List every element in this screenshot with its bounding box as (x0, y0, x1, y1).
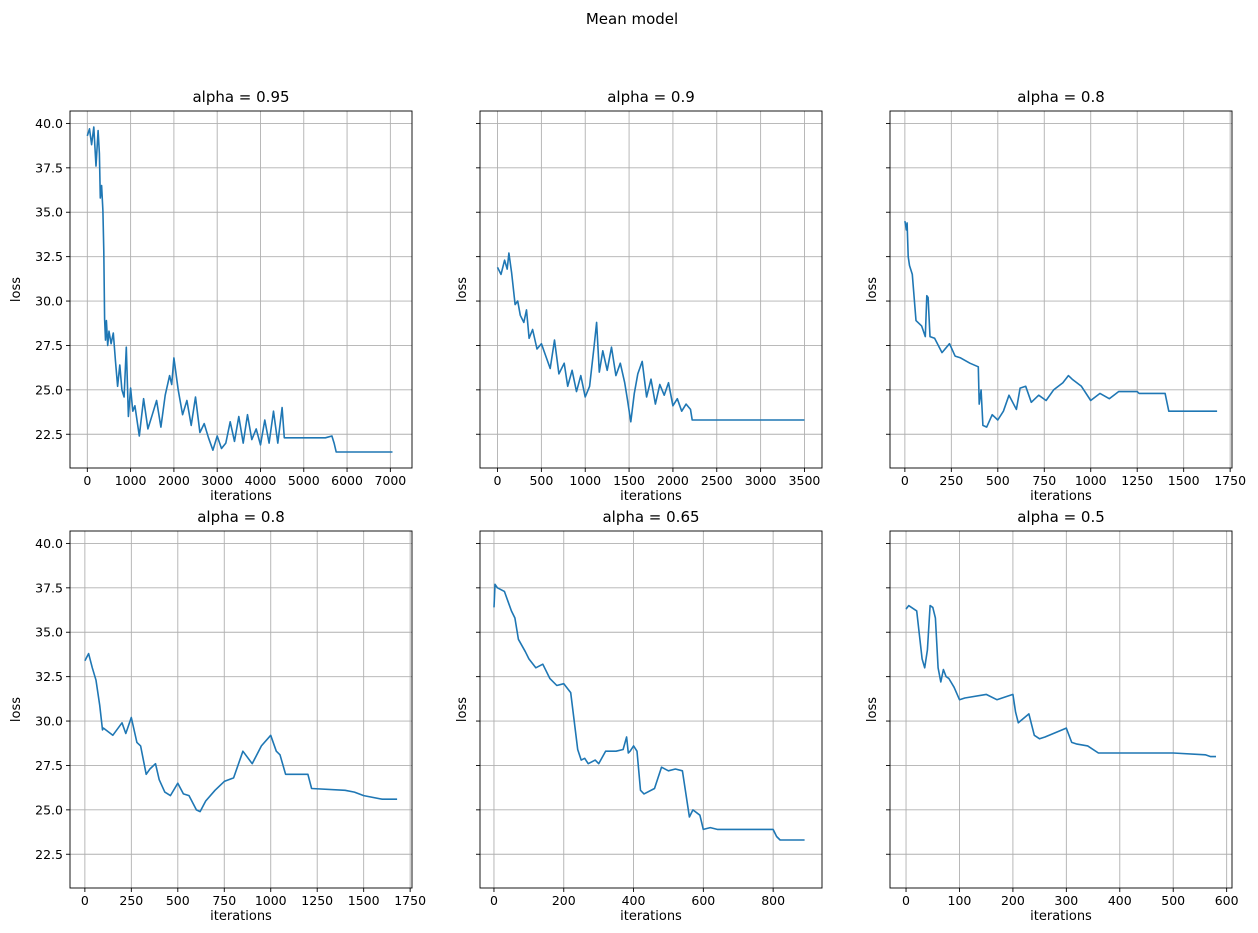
x-tick-label: 0 (902, 893, 910, 908)
subplot-3: 0 250 500 750 1000 1250 1500 1750 alpha = 0.8 ite… (865, 88, 1246, 504)
x-tick-label: 3000 (745, 473, 777, 488)
plot-area (479, 530, 823, 889)
subplot-2: 0 500 1000 1500 2000 2500 3000 3500 alpha = 0.9 i… (455, 88, 823, 504)
x-tick-label: 600 (691, 893, 715, 908)
x-tick-label: 400 (622, 893, 646, 908)
subplot-title: alpha = 0.95 (192, 88, 289, 106)
y-tick-label: 32.5 (35, 249, 63, 264)
x-tick-label: 100 (948, 893, 972, 908)
subplot-title: alpha = 0.65 (602, 508, 699, 526)
subplot-5: 0 200 400 600 800 alpha = 0.65 iterations loss (455, 508, 823, 924)
x-tick-label: 1000 (569, 473, 601, 488)
x-tick-label: 3500 (789, 473, 821, 488)
loss-series-line (905, 604, 1216, 758)
y-axis-label: loss (9, 697, 24, 722)
y-axis-label: loss (865, 277, 880, 302)
loss-series-line (86, 126, 393, 453)
x-tick-label: 1000 (255, 893, 287, 908)
x-tick-label: 750 (1032, 473, 1056, 488)
subplot-title: alpha = 0.9 (607, 88, 695, 106)
x-tick-label: 250 (939, 473, 963, 488)
x-axis-label: iterations (620, 909, 682, 924)
plot-area (69, 530, 413, 889)
x-tick-label: 200 (552, 893, 576, 908)
x-tick-label: 750 (212, 893, 236, 908)
x-tick-label: 500 (1161, 893, 1185, 908)
x-tick-label: 600 (1215, 893, 1239, 908)
x-tick-label: 500 (166, 893, 190, 908)
y-axis-label: loss (865, 697, 880, 722)
y-tick-label: 25.0 (35, 382, 63, 397)
loss-series-line (496, 252, 805, 423)
x-tick-label: 0 (494, 473, 502, 488)
y-tick-label: 37.5 (35, 580, 63, 595)
x-tick-label: 3000 (201, 473, 233, 488)
y-tick-label: 35.0 (35, 205, 63, 220)
loss-series-line (493, 583, 805, 841)
loss-series-line (84, 652, 398, 813)
y-tick-label: 27.5 (35, 758, 63, 773)
x-tick-label: 400 (1108, 893, 1132, 908)
x-tick-label: 0 (81, 893, 89, 908)
plot-area (479, 110, 823, 469)
plot-area (889, 110, 1233, 469)
x-tick-label: 1000 (115, 473, 147, 488)
y-axis-label: loss (9, 277, 24, 302)
plot-area (69, 110, 413, 469)
x-tick-label: 250 (119, 893, 143, 908)
x-tick-label: 800 (761, 893, 785, 908)
plot-area (889, 530, 1233, 889)
x-tick-label: 300 (1054, 893, 1078, 908)
x-tick-label: 500 (529, 473, 553, 488)
x-tick-label: 1250 (301, 893, 333, 908)
y-axis-label: loss (455, 277, 470, 302)
subplot-title: alpha = 0.5 (1017, 508, 1105, 526)
x-tick-label: 500 (986, 473, 1010, 488)
x-tick-label: 7000 (374, 473, 406, 488)
y-tick-label: 35.0 (35, 625, 63, 640)
x-tick-label: 200 (1001, 893, 1025, 908)
x-tick-label: 1000 (1075, 473, 1107, 488)
x-tick-label: 5000 (288, 473, 320, 488)
x-tick-label: 1250 (1121, 473, 1153, 488)
y-tick-label: 40.0 (35, 116, 63, 131)
x-axis-label: iterations (620, 489, 682, 504)
y-axis-label: loss (455, 697, 470, 722)
y-tick-label: 27.5 (35, 338, 63, 353)
subplot-6: 0 100 200 300 400 500 600 alpha = 0.5 iterations… (865, 508, 1239, 924)
subplot-title: alpha = 0.8 (197, 508, 285, 526)
subplot-1: 0 1000 2000 3000 4000 5000 6000 7000 22.5 25.0 27.… (9, 88, 413, 504)
x-tick-label: 4000 (245, 473, 277, 488)
y-tick-label: 25.0 (35, 802, 63, 817)
y-tick-label: 30.0 (35, 294, 63, 309)
x-axis-label: iterations (1030, 489, 1092, 504)
x-tick-label: 2000 (158, 473, 190, 488)
x-tick-label: 0 (901, 473, 909, 488)
figure-title: Mean model (586, 10, 678, 28)
x-tick-label: 2500 (701, 473, 733, 488)
y-tick-label: 37.5 (35, 160, 63, 175)
x-axis-label: iterations (1030, 909, 1092, 924)
x-tick-label: 2000 (657, 473, 689, 488)
x-tick-label: 0 (83, 473, 91, 488)
x-axis-label: iterations (210, 909, 272, 924)
y-tick-label: 32.5 (35, 669, 63, 684)
x-tick-label: 0 (490, 893, 498, 908)
x-tick-label: 6000 (331, 473, 363, 488)
subplot-4: 0 250 500 750 1000 1250 1500 1750 22.5 25.0 27.5 30… (9, 508, 426, 924)
x-tick-label: 1500 (1168, 473, 1200, 488)
x-tick-label: 1500 (613, 473, 645, 488)
x-tick-label: 1500 (348, 893, 380, 908)
y-tick-label: 22.5 (35, 847, 63, 862)
subplot-title: alpha = 0.8 (1017, 88, 1105, 106)
y-tick-label: 40.0 (35, 536, 63, 551)
x-tick-label: 1750 (394, 893, 426, 908)
loss-series-line (904, 220, 1218, 428)
x-tick-label: 1750 (1214, 473, 1246, 488)
y-tick-label: 30.0 (35, 714, 63, 729)
y-tick-label: 22.5 (35, 427, 63, 442)
x-axis-label: iterations (210, 489, 272, 504)
